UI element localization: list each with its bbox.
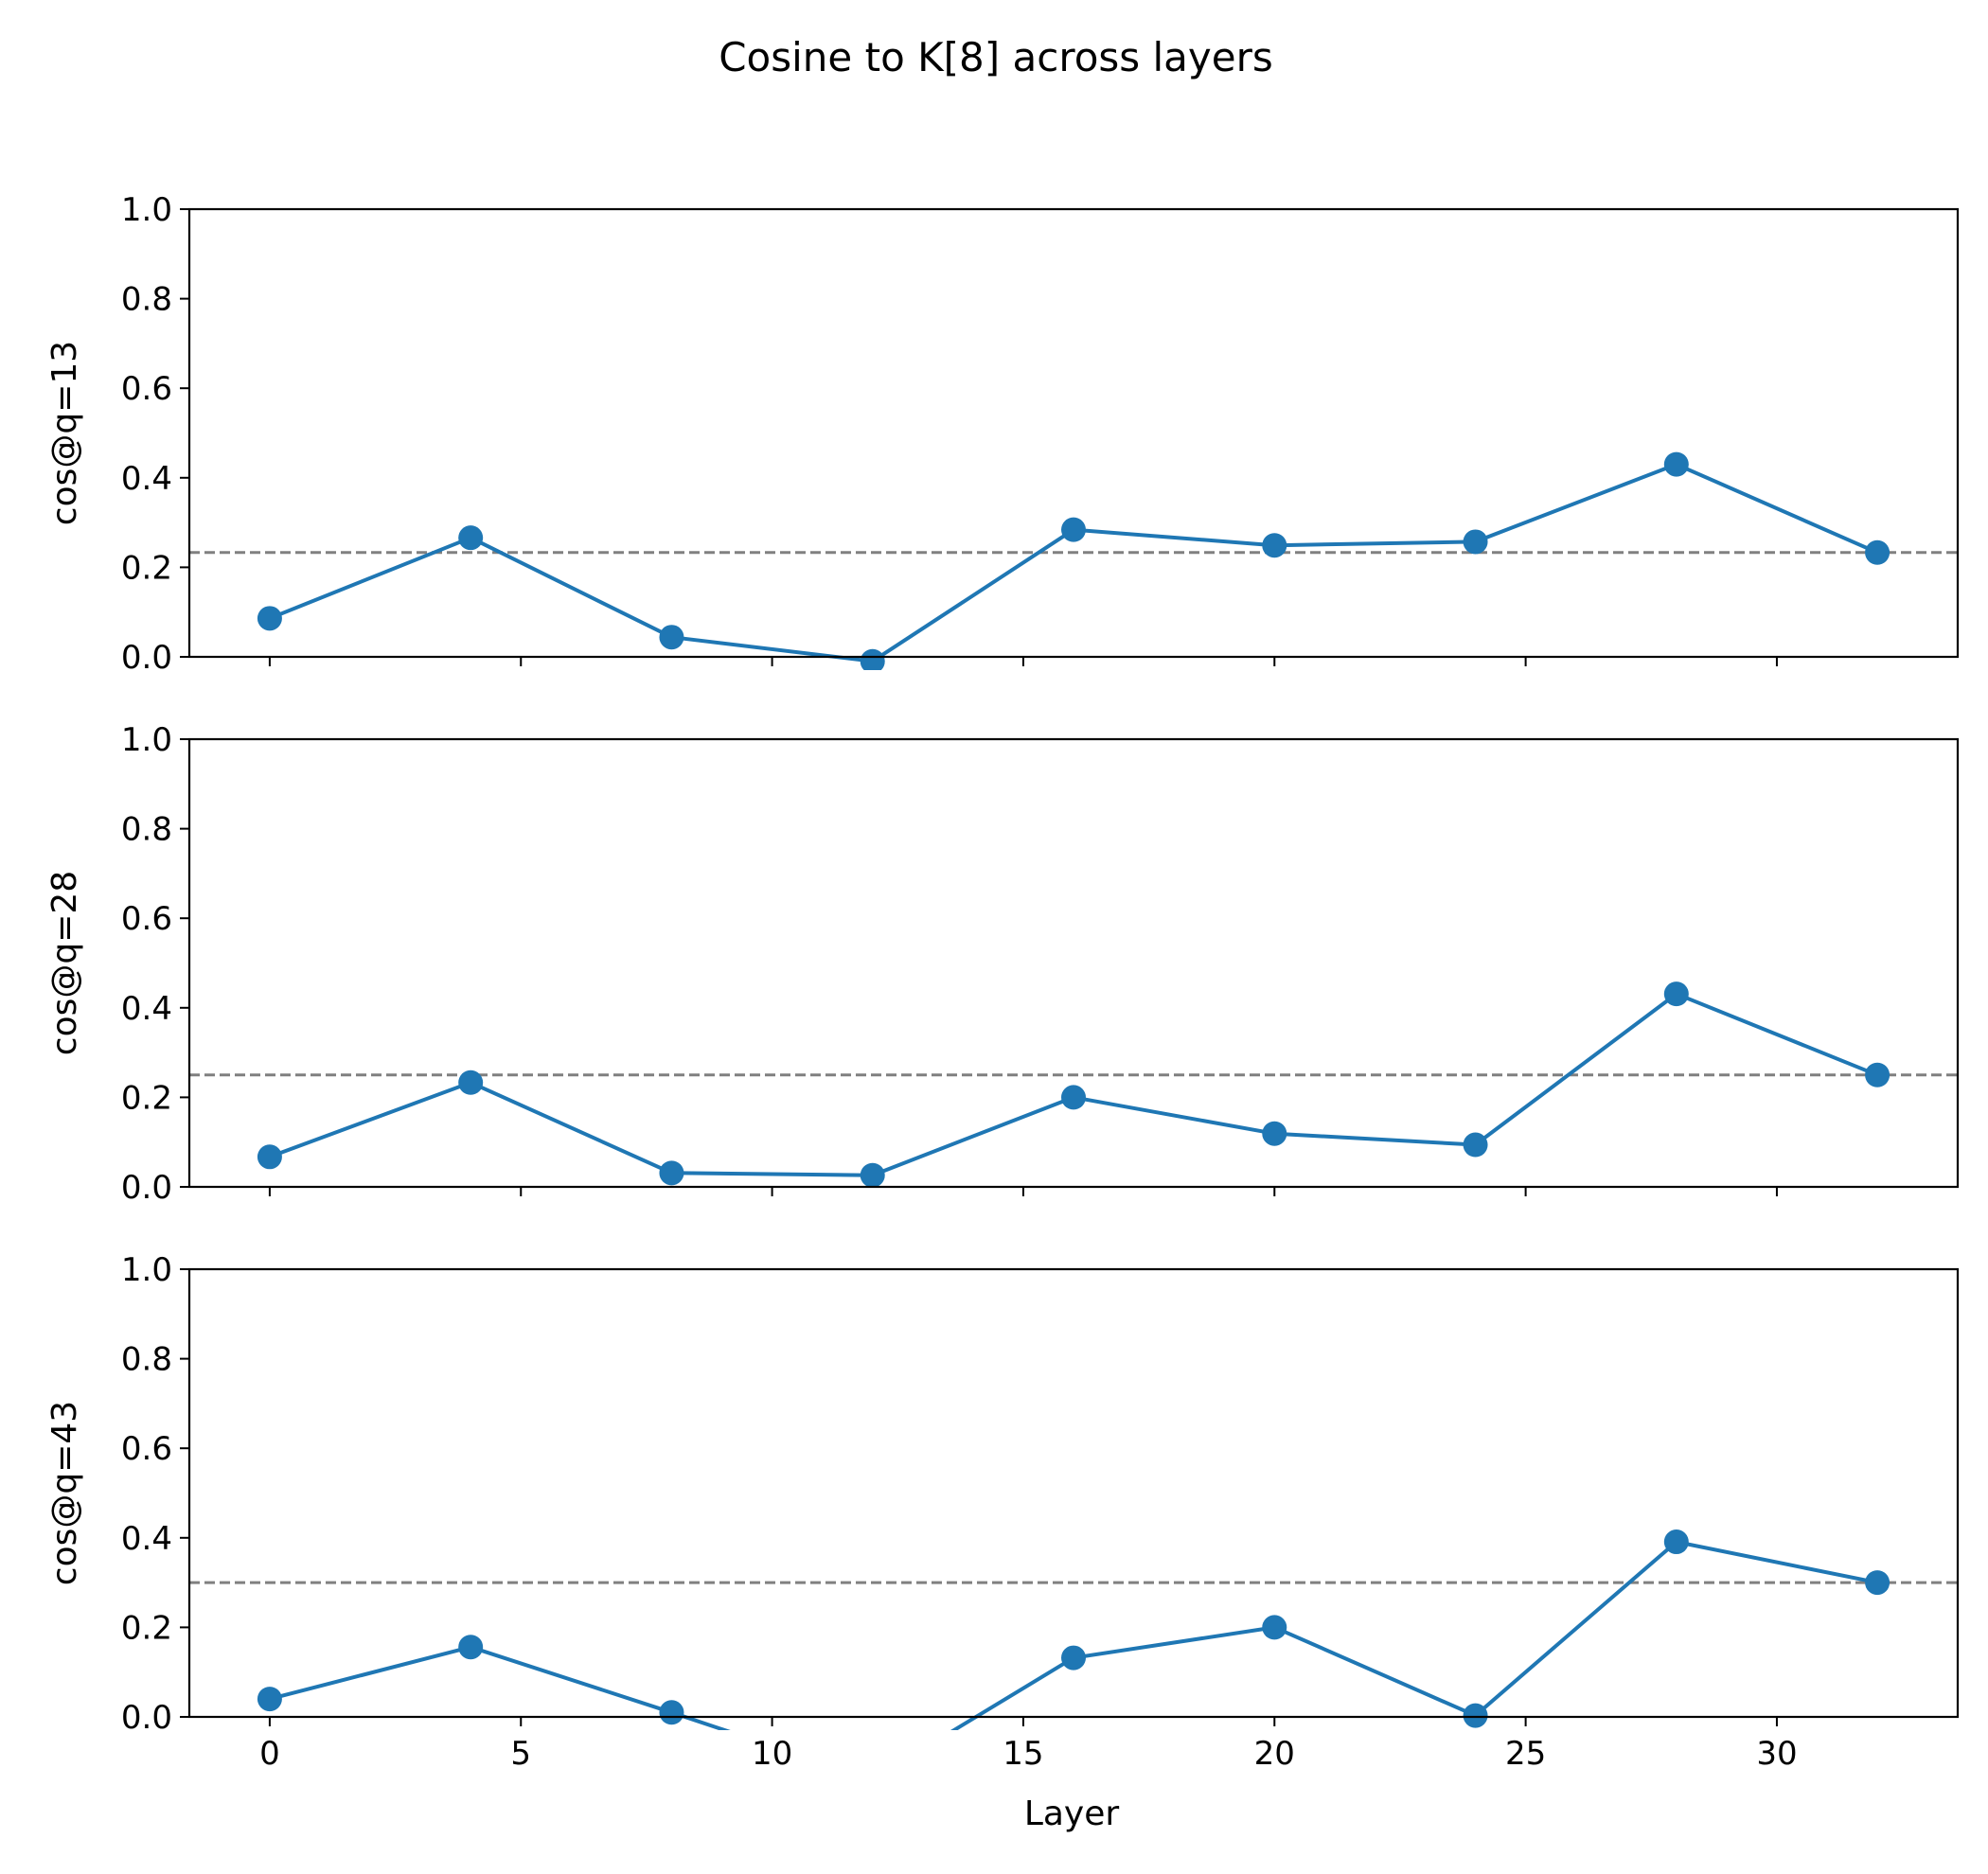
data-point (1663, 981, 1689, 1007)
y-axis-label: cos@q=13 (45, 341, 84, 525)
y-tick-label: 0.4 (121, 460, 172, 498)
data-point (1463, 1703, 1488, 1728)
axes-frame (187, 737, 1960, 1189)
plot-area (189, 1529, 1958, 1730)
y-axis-label: cos@q=43 (45, 1401, 84, 1585)
data-point (257, 1687, 282, 1712)
subplot-1: 0.0 0.2 0.4 0.6 0.8 1.0 cos@q=13 (45, 191, 1960, 677)
figure-title: Cosine to K[8] across layers (719, 34, 1273, 80)
data-point (1865, 1570, 1890, 1596)
data-point (1061, 517, 1086, 542)
data-point (257, 1144, 282, 1170)
axes-frame (187, 1267, 1960, 1719)
data-point (458, 525, 484, 551)
y-tick-label: 0.0 (121, 1169, 172, 1207)
y-tick-label: 1.0 (121, 191, 172, 229)
plot-area (189, 451, 1958, 670)
y-tick-label: 0.2 (121, 1609, 172, 1647)
subplot-2: 0.0 0.2 0.4 0.6 0.8 1.0 cos@q=28 (45, 721, 1960, 1207)
y-axis-label: cos@q=28 (45, 871, 84, 1055)
y-tick-label: 1.0 (121, 1251, 172, 1289)
y-tick-label: 0.6 (121, 1430, 172, 1468)
data-point (1663, 1529, 1689, 1555)
plot-area (189, 981, 1958, 1188)
data-point (1262, 1615, 1287, 1640)
data-point (1061, 1645, 1086, 1671)
y-tick-label: 0.4 (121, 1520, 172, 1558)
data-point (1663, 451, 1689, 477)
y-tick-label: 0.8 (121, 811, 172, 849)
x-tick-label: 25 (1505, 1735, 1546, 1773)
y-tick-label: 0.2 (121, 549, 172, 587)
data-point (1262, 533, 1287, 558)
data-point (1061, 1085, 1086, 1110)
data-point (1865, 1062, 1890, 1087)
x-axis-label: Layer (1024, 1794, 1120, 1833)
y-tick-label: 1.0 (121, 721, 172, 759)
x-tick-label: 5 (510, 1735, 531, 1773)
subplot-3: 0.0 0.2 0.4 0.6 0.8 1.0 0 5 10 15 20 25 30 cos@q=43 (45, 1251, 1960, 1773)
data-point (659, 1700, 684, 1725)
data-point (860, 648, 885, 670)
y-tick-label: 0.8 (121, 1341, 172, 1379)
data-point (458, 1070, 484, 1095)
data-point (1865, 539, 1890, 565)
y-tick-label: 0.0 (121, 1699, 172, 1737)
data-point (458, 1635, 484, 1660)
x-tick-label: 30 (1756, 1735, 1797, 1773)
data-point (257, 606, 282, 631)
x-tick-label: 20 (1254, 1735, 1295, 1773)
data-point (1262, 1121, 1287, 1146)
data-point (659, 1160, 684, 1186)
axes-frame (187, 207, 1960, 659)
data-point (860, 1162, 885, 1188)
y-tick-label: 0.2 (121, 1079, 172, 1117)
y-tick-label: 0.6 (121, 370, 172, 408)
subplots: 0.00.20.40.60.81.0cos@q=130.00.20.40.60.… (45, 191, 1960, 1773)
y-tick-label: 0.8 (121, 281, 172, 319)
x-tick-label: 0 (259, 1735, 280, 1773)
y-tick-label: 0.6 (121, 900, 172, 938)
data-point (1463, 1132, 1488, 1158)
y-tick-label: 0.4 (121, 990, 172, 1028)
data-point (659, 625, 684, 650)
y-tick-label: 0.0 (121, 639, 172, 677)
x-tick-label: 15 (1003, 1735, 1043, 1773)
data-point (1463, 529, 1488, 555)
x-tick-label: 10 (752, 1735, 792, 1773)
